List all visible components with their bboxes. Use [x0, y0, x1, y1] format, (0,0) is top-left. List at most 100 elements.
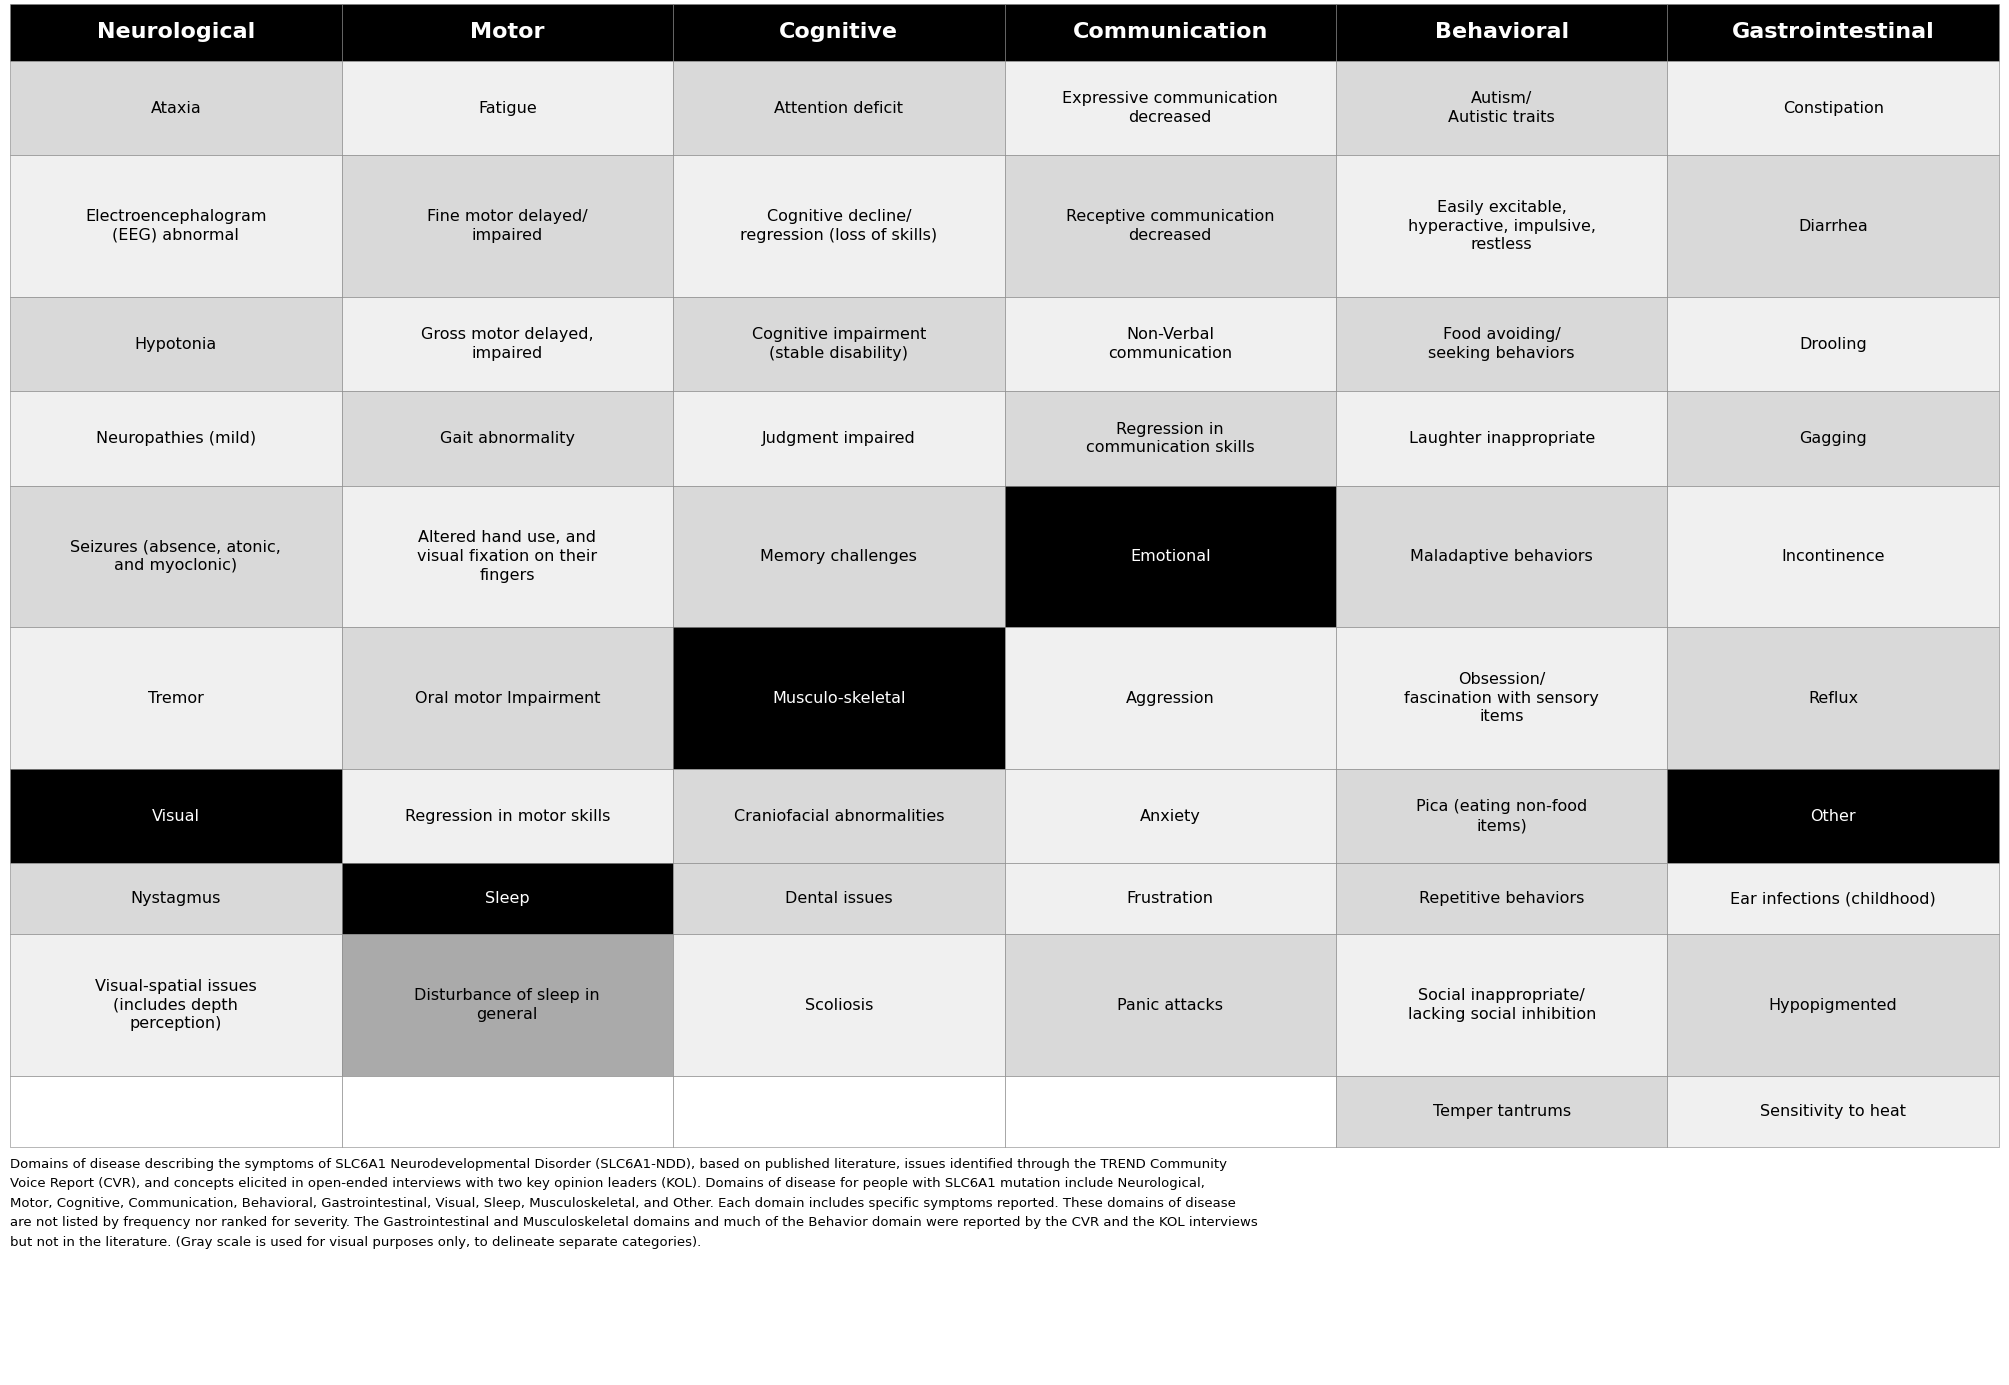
Bar [342, 769, 673, 863]
Bar [342, 4, 673, 61]
Text: Dental issues: Dental issues [786, 892, 892, 906]
Bar [1004, 863, 1336, 935]
Bar [1667, 155, 1999, 296]
Bar [1336, 4, 1667, 61]
Text: Gastrointestinal: Gastrointestinal [1732, 22, 1935, 43]
Bar [1667, 627, 1999, 769]
Bar [10, 155, 342, 296]
Text: Constipation: Constipation [1782, 101, 1884, 115]
Bar [10, 935, 342, 1076]
Bar [10, 486, 342, 627]
Text: Motor: Motor [470, 22, 544, 43]
Text: Memory challenges: Memory challenges [759, 548, 918, 564]
Bar [342, 155, 673, 296]
Bar [1336, 627, 1667, 769]
Text: Repetitive behaviors: Repetitive behaviors [1418, 892, 1585, 906]
Text: Gross motor delayed,
impaired: Gross motor delayed, impaired [422, 327, 593, 361]
Text: Incontinence: Incontinence [1782, 548, 1884, 564]
Bar [10, 4, 342, 61]
Text: Scoliosis: Scoliosis [804, 997, 874, 1012]
Bar [673, 392, 1004, 486]
Bar [1004, 486, 1336, 627]
Text: Food avoiding/
seeking behaviors: Food avoiding/ seeking behaviors [1428, 327, 1575, 361]
Text: Behavioral: Behavioral [1434, 22, 1569, 43]
Bar [1004, 296, 1336, 392]
Text: Anxiety: Anxiety [1139, 809, 1201, 824]
Text: Hypotonia: Hypotonia [135, 337, 217, 352]
Bar [673, 4, 1004, 61]
Text: Emotional: Emotional [1129, 548, 1211, 564]
Text: Ear infections (childhood): Ear infections (childhood) [1730, 892, 1937, 906]
Text: Gait abnormality: Gait abnormality [440, 431, 575, 446]
Text: Expressive communication
decreased: Expressive communication decreased [1063, 91, 1278, 125]
Bar [10, 392, 342, 486]
Bar [10, 1076, 342, 1147]
Bar [342, 296, 673, 392]
Bar [342, 935, 673, 1076]
Text: Drooling: Drooling [1800, 337, 1866, 352]
Bar [1004, 627, 1336, 769]
Text: Tremor: Tremor [149, 691, 203, 706]
Bar [342, 863, 673, 935]
Bar [1336, 296, 1667, 392]
Text: Domains of disease describing the symptoms of SLC6A1 Neurodevelopmental Disorder: Domains of disease describing the sympto… [10, 1158, 1258, 1249]
Text: Cognitive: Cognitive [779, 22, 898, 43]
Text: Fine motor delayed/
impaired: Fine motor delayed/ impaired [428, 209, 587, 242]
Bar [1336, 155, 1667, 296]
Text: Regression in
communication skills: Regression in communication skills [1087, 422, 1254, 456]
Bar [10, 769, 342, 863]
Bar [673, 863, 1004, 935]
Text: Cognitive decline/
regression (loss of skills): Cognitive decline/ regression (loss of s… [739, 209, 938, 242]
Bar [1336, 863, 1667, 935]
Text: Musculo-skeletal: Musculo-skeletal [771, 691, 906, 706]
Text: Panic attacks: Panic attacks [1117, 997, 1223, 1012]
Text: Communication: Communication [1073, 22, 1268, 43]
Text: Gagging: Gagging [1800, 431, 1866, 446]
Text: Sensitivity to heat: Sensitivity to heat [1760, 1104, 1907, 1119]
Bar [673, 155, 1004, 296]
Bar [1004, 155, 1336, 296]
Bar [1667, 296, 1999, 392]
Text: Diarrhea: Diarrhea [1798, 219, 1868, 234]
Text: Reflux: Reflux [1808, 691, 1858, 706]
Text: Hypopigmented: Hypopigmented [1768, 997, 1899, 1012]
Bar [10, 296, 342, 392]
Text: Maladaptive behaviors: Maladaptive behaviors [1410, 548, 1593, 564]
Text: Frustration: Frustration [1127, 892, 1213, 906]
Bar [342, 486, 673, 627]
Bar [673, 296, 1004, 392]
Bar [1667, 392, 1999, 486]
Bar [1004, 392, 1336, 486]
Bar [1004, 935, 1336, 1076]
Text: Other: Other [1810, 809, 1856, 824]
Text: Craniofacial abnormalities: Craniofacial abnormalities [733, 809, 944, 824]
Bar [1336, 486, 1667, 627]
Text: Neuropathies (mild): Neuropathies (mild) [96, 431, 255, 446]
Bar [673, 935, 1004, 1076]
Text: Judgment impaired: Judgment impaired [761, 431, 916, 446]
Bar [342, 1076, 673, 1147]
Text: Seizures (absence, atonic,
and myoclonic): Seizures (absence, atonic, and myoclonic… [70, 540, 281, 573]
Text: Attention deficit: Attention deficit [773, 101, 904, 115]
Bar [673, 627, 1004, 769]
Bar [1336, 935, 1667, 1076]
Text: Ataxia: Ataxia [151, 101, 201, 115]
Text: Nystagmus: Nystagmus [131, 892, 221, 906]
Bar [673, 1076, 1004, 1147]
Bar [1336, 61, 1667, 155]
Text: Autism/
Autistic traits: Autism/ Autistic traits [1448, 91, 1555, 125]
Bar [10, 863, 342, 935]
Text: Cognitive impairment
(stable disability): Cognitive impairment (stable disability) [751, 327, 926, 361]
Bar [1667, 935, 1999, 1076]
Bar [1004, 769, 1336, 863]
Text: Laughter inappropriate: Laughter inappropriate [1408, 431, 1595, 446]
Text: Temper tantrums: Temper tantrums [1432, 1104, 1571, 1119]
Text: Fatigue: Fatigue [478, 101, 536, 115]
Bar [342, 61, 673, 155]
Bar [1336, 769, 1667, 863]
Text: Receptive communication
decreased: Receptive communication decreased [1067, 209, 1274, 242]
Text: Sleep: Sleep [484, 892, 530, 906]
Bar [1004, 1076, 1336, 1147]
Text: Oral motor Impairment: Oral motor Impairment [414, 691, 601, 706]
Text: Obsession/
fascination with sensory
items: Obsession/ fascination with sensory item… [1404, 672, 1599, 724]
